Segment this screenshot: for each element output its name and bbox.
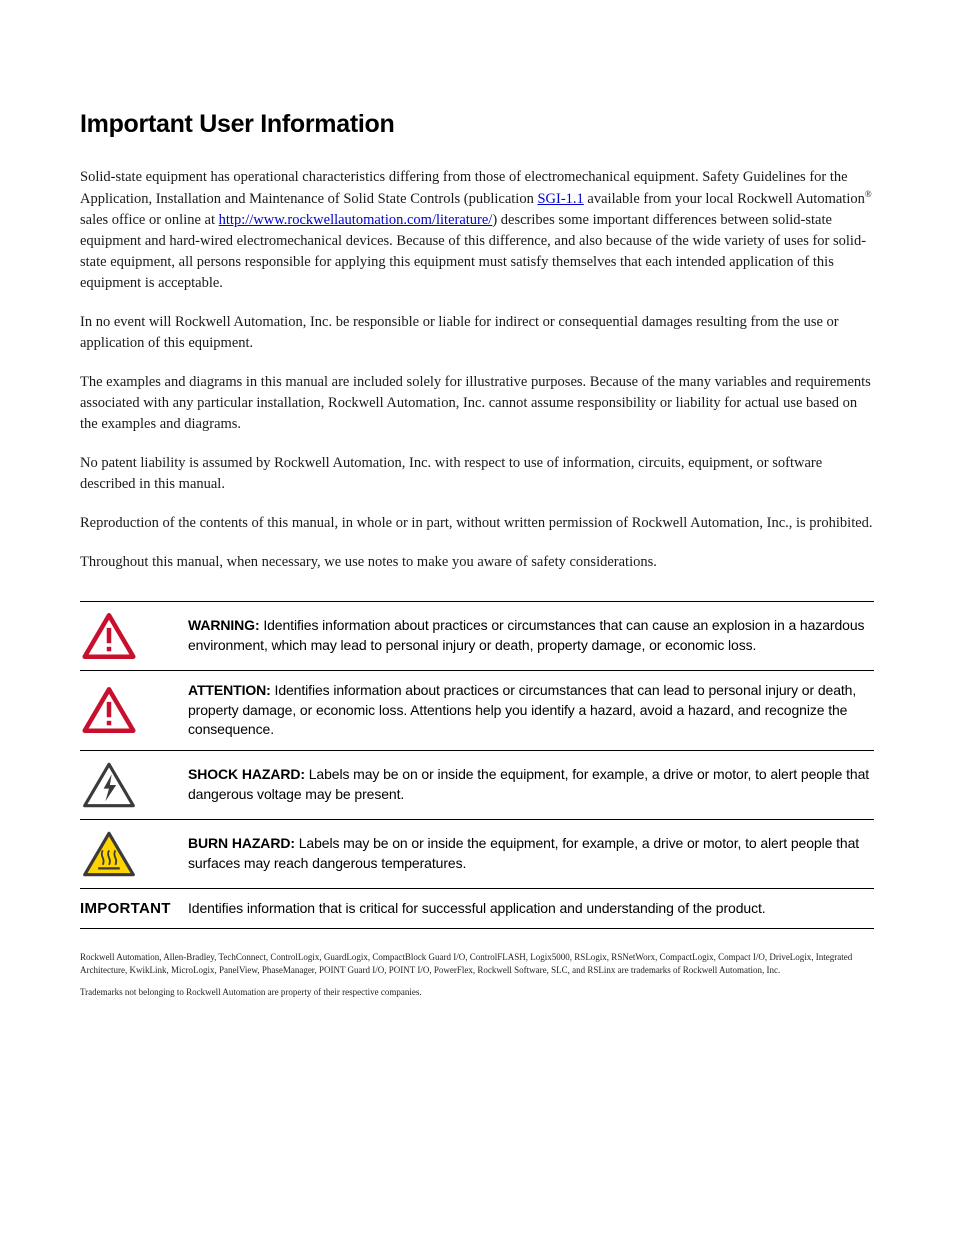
warning-label: WARNING: — [188, 617, 260, 633]
burn-hazard-icon — [80, 830, 188, 878]
shock-text: SHOCK HAZARD: Labels may be on or inside… — [188, 765, 874, 804]
hazard-table: WARNING: Identifies information about pr… — [80, 601, 874, 929]
attention-text: ATTENTION: Identifies information about … — [188, 681, 874, 740]
paragraph-2: In no event will Rockwell Automation, In… — [80, 312, 874, 354]
sgi-link[interactable]: SGI-1.1 — [537, 191, 583, 207]
hazard-row-shock: SHOCK HAZARD: Labels may be on or inside… — [80, 750, 874, 819]
shock-label: SHOCK HAZARD: — [188, 766, 305, 782]
text: Identifies information about practices o… — [188, 682, 856, 737]
burn-text: BURN HAZARD: Labels may be on or inside … — [188, 834, 874, 873]
hazard-row-attention: ATTENTION: Identifies information about … — [80, 670, 874, 750]
paragraph-4: No patent liability is assumed by Rockwe… — [80, 453, 874, 495]
warning-icon — [80, 612, 188, 660]
text: available from your local Rockwell Autom… — [584, 191, 865, 207]
page-title: Important User Information — [80, 110, 874, 139]
paragraph-3: The examples and diagrams in this manual… — [80, 372, 874, 435]
burn-label: BURN HAZARD: — [188, 835, 295, 851]
hazard-row-important: IMPORTANT Identifies information that is… — [80, 888, 874, 930]
shock-hazard-icon — [80, 761, 188, 809]
hazard-row-warning: WARNING: Identifies information about pr… — [80, 601, 874, 670]
important-label: IMPORTANT — [80, 900, 188, 917]
paragraph-5: Reproduction of the contents of this man… — [80, 513, 874, 534]
literature-link[interactable]: http://www.rockwellautomation.com/litera… — [219, 212, 493, 228]
text: Identifies information about practices o… — [188, 617, 864, 653]
registered-mark: ® — [865, 189, 872, 199]
trademark-footnote-2: Trademarks not belonging to Rockwell Aut… — [80, 986, 874, 998]
hazard-row-burn: BURN HAZARD: Labels may be on or inside … — [80, 819, 874, 888]
trademark-footnote-1: Rockwell Automation, Allen-Bradley, Tech… — [80, 951, 874, 975]
paragraph-1: Solid-state equipment has operational ch… — [80, 167, 874, 294]
important-text: Identifies information that is critical … — [188, 899, 766, 919]
attention-icon — [80, 686, 188, 734]
paragraph-6: Throughout this manual, when necessary, … — [80, 552, 874, 573]
warning-text: WARNING: Identifies information about pr… — [188, 616, 874, 655]
text: sales office or online at — [80, 212, 219, 228]
attention-label: ATTENTION: — [188, 682, 271, 698]
